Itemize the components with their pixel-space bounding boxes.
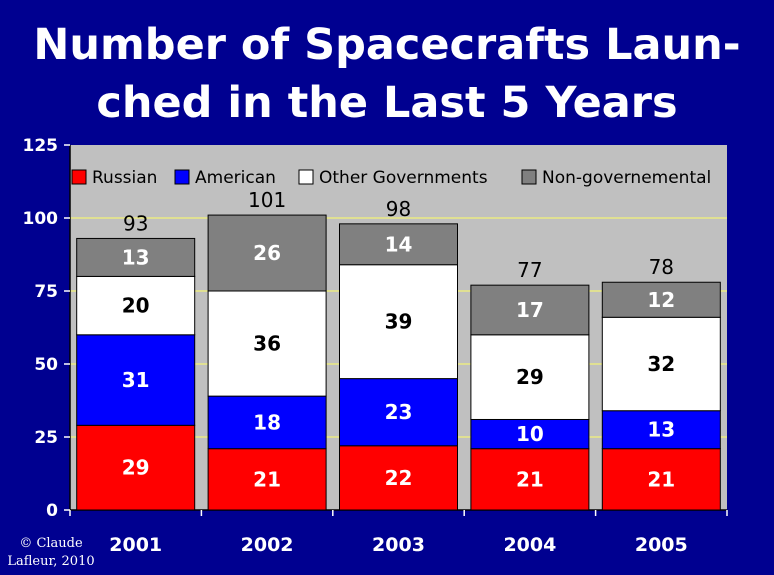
- legend-label-0: Russian: [92, 168, 157, 188]
- total-label-2004: 77: [517, 258, 542, 282]
- data-label-2003-0: 22: [385, 466, 413, 490]
- legend-swatch-3: [521, 169, 537, 185]
- data-label-2005-1: 13: [647, 418, 675, 442]
- data-label-2001-3: 13: [122, 245, 150, 269]
- bar-2001-non-governemental: [76, 237, 196, 277]
- data-label-2004-1: 10: [516, 422, 544, 446]
- data-label-2002-2: 36: [253, 332, 281, 356]
- data-label-2002-3: 26: [253, 241, 281, 265]
- data-label-2005-2: 32: [647, 352, 675, 376]
- bar-2004-non-governemental: [470, 284, 590, 336]
- bar-2001-american: [76, 334, 196, 426]
- y-tick-label-25: 25: [34, 428, 58, 448]
- credit-line-1: © Claude: [19, 536, 83, 551]
- bar-2003-other-governments: [339, 264, 458, 380]
- credit-line-2: Lafleur, 2010: [7, 554, 95, 569]
- bar-2004-american: [470, 418, 590, 450]
- data-label-2002-0: 21: [253, 467, 281, 491]
- data-label-2005-0: 21: [647, 467, 675, 491]
- bar-2003-non-governemental: [339, 223, 458, 266]
- legend-label-2: Other Governments: [319, 168, 488, 188]
- total-label-2003: 98: [386, 197, 411, 221]
- chart-title: Number of Spacecrafts Laun- ched in the …: [0, 16, 774, 132]
- data-label-2004-0: 21: [516, 467, 544, 491]
- y-tick-label-100: 100: [23, 209, 59, 229]
- data-label-2001-2: 20: [122, 294, 150, 318]
- x-tick-label-2001: 2001: [109, 534, 162, 556]
- data-label-2004-3: 17: [516, 298, 544, 322]
- data-label-2003-3: 14: [385, 232, 413, 256]
- legend-label-3: Non-governemental: [542, 168, 711, 188]
- y-tick-label-75: 75: [34, 282, 58, 302]
- bar-2002-russian: [207, 448, 327, 511]
- y-tick-label-125: 125: [23, 136, 59, 156]
- bar-2002-non-governemental: [207, 214, 327, 292]
- total-label-2001: 93: [123, 211, 148, 235]
- y-tick-label-0: 0: [46, 501, 58, 521]
- legend-label-1: American: [195, 168, 276, 188]
- x-tick-label-2003: 2003: [372, 534, 425, 556]
- x-tick-label-2005: 2005: [635, 534, 688, 556]
- chart-title-line-2: ched in the Last 5 Years: [96, 78, 678, 128]
- legend-swatch-1: [174, 169, 190, 185]
- x-tick-label-2002: 2002: [241, 534, 294, 556]
- bar-2004-other-governments: [470, 334, 590, 420]
- total-label-2005: 78: [649, 255, 674, 279]
- copyright-credit: © Claude Lafleur, 2010: [6, 535, 96, 571]
- data-label-2001-0: 29: [122, 456, 150, 480]
- data-label-2003-2: 39: [385, 310, 413, 334]
- data-label-2001-1: 31: [122, 368, 150, 392]
- data-label-2004-2: 29: [516, 365, 544, 389]
- bar-2004-russian: [470, 448, 590, 511]
- bar-2001-other-governments: [76, 275, 196, 336]
- data-label-2002-1: 18: [253, 410, 281, 434]
- bar-2002-american: [207, 395, 327, 450]
- data-label-2005-3: 12: [647, 288, 675, 312]
- bar-2003-american: [339, 378, 458, 447]
- x-tick-label-2004: 2004: [503, 534, 556, 556]
- bar-2005-american: [601, 410, 721, 450]
- bar-2005-other-governments: [601, 316, 721, 412]
- bar-2003-russian: [339, 445, 458, 511]
- data-label-2003-1: 23: [385, 400, 413, 424]
- bar-2001-russian: [76, 424, 196, 511]
- chart-title-line-1: Number of Spacecrafts Laun-: [33, 20, 741, 70]
- bar-2005-non-governemental: [601, 281, 721, 318]
- total-label-2002: 101: [248, 188, 286, 212]
- y-tick-label-50: 50: [34, 355, 58, 375]
- legend-swatch-2: [298, 169, 314, 185]
- legend-swatch-0: [71, 169, 87, 185]
